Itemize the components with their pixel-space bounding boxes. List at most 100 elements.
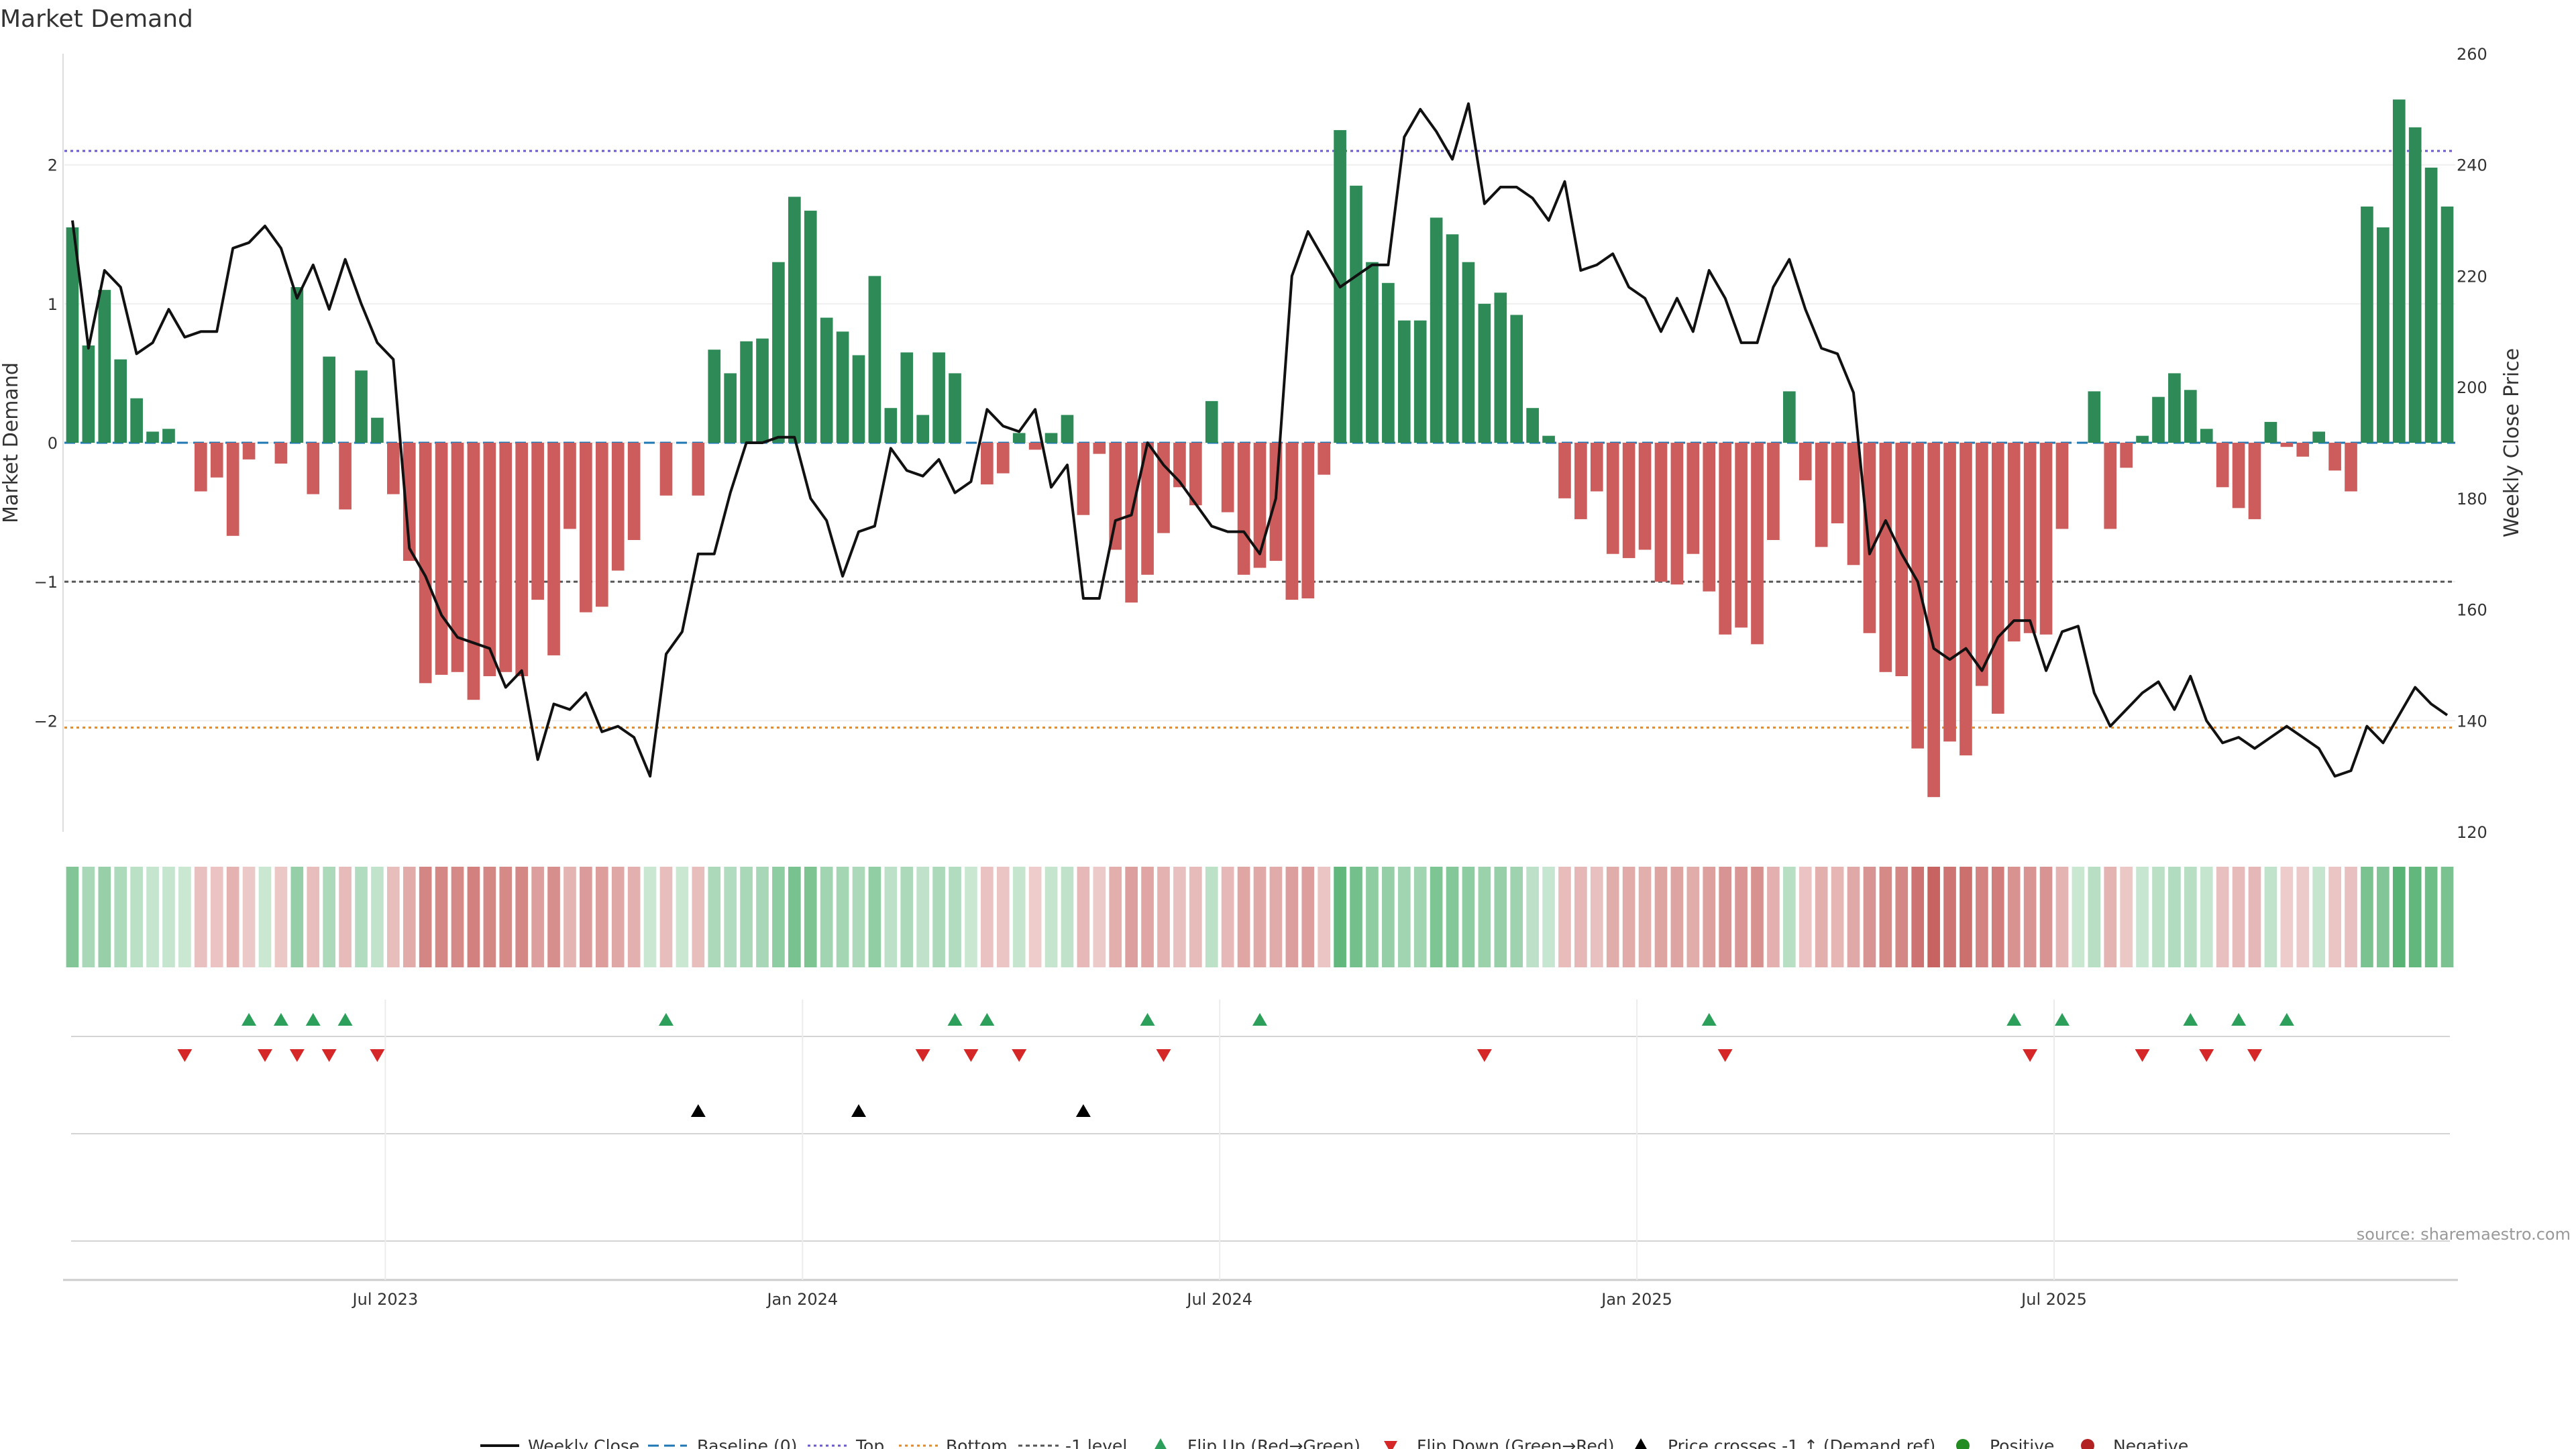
heat-strip-cell [692, 867, 705, 967]
heat-strip-cell [1638, 867, 1652, 967]
demand-bar [66, 227, 79, 443]
demand-bar [772, 262, 785, 443]
heat-strip-cell [242, 867, 256, 967]
heat-strip-cell [916, 867, 930, 967]
heat-strip-cell [772, 867, 785, 967]
right-tick-label: 160 [2457, 601, 2487, 620]
demand-bar [1991, 443, 2004, 714]
heat-strip-cell [2072, 867, 2085, 967]
demand-bar [1397, 320, 1411, 443]
heat-strip-cell [1654, 867, 1668, 967]
heat-strip-cell [949, 867, 961, 967]
heat-strip-cell [564, 867, 576, 967]
demand-bar [1141, 443, 1154, 575]
demand-bar [1638, 443, 1652, 550]
demand-bar [692, 443, 705, 496]
flip-up-marker [2231, 1013, 2247, 1026]
heat-strip-cell [2408, 867, 2422, 967]
flip-down-marker [963, 1049, 979, 1062]
flip-down-marker [321, 1049, 337, 1062]
demand-bar [1927, 443, 1940, 798]
demand-bar [659, 443, 673, 496]
demand-bar [1061, 415, 1074, 443]
demand-bar [1446, 234, 1459, 443]
heat-strip-cell [996, 867, 1010, 967]
demand-bar [595, 443, 608, 607]
heat-strip-cell [2184, 867, 2197, 967]
heat-strip-cell [2136, 867, 2149, 967]
heat-strip-cell [756, 867, 769, 967]
heat-strip-cell [290, 867, 304, 967]
right-tick-label: 260 [2457, 45, 2487, 64]
heat-strip-cell [1125, 867, 1138, 967]
flip-up-marker [2054, 1013, 2070, 1026]
heat-strip-cell [531, 867, 544, 967]
demand-bar [1510, 315, 1523, 443]
demand-bar [1221, 443, 1234, 513]
heat-strip-cell [852, 867, 865, 967]
demand-bar [1751, 443, 1764, 645]
demand-bar [2392, 99, 2406, 443]
axis-ticks: 2 1 0 −1 −2 260 240 220 200 180 160 140 120 Jul 2023 J… [34, 45, 2487, 1309]
heat-strip-cell [1044, 867, 1058, 967]
flip-down-marker [2199, 1049, 2214, 1062]
heat-strip-cell [66, 867, 79, 967]
flip-up-marker [2183, 1013, 2198, 1026]
legend-negative-icon [2081, 1439, 2094, 1449]
demand-bar [355, 370, 368, 443]
heat-strip-cell [1189, 867, 1202, 967]
demand-bar [1125, 443, 1138, 603]
demand-bar [2408, 127, 2422, 443]
demand-bar [226, 443, 239, 536]
demand-heat-strip [66, 867, 2454, 967]
heat-strip-cell [868, 867, 881, 967]
flip-down-marker [1477, 1049, 1492, 1062]
legend-positive-icon [1956, 1439, 1970, 1449]
demand-bar [2232, 443, 2245, 508]
heat-strip-cell [2232, 867, 2245, 967]
heat-strip-cell [258, 867, 272, 967]
demand-bar [1542, 435, 1555, 443]
heat-strip-cell [2328, 867, 2341, 967]
demand-bar [627, 443, 641, 540]
heat-strip-cell [1462, 867, 1475, 967]
heat-strip-cell [483, 867, 496, 967]
heat-strip-cell [580, 867, 592, 967]
legend-minus-one: -1 level [1065, 1436, 1127, 1449]
demand-bar [1301, 443, 1315, 598]
flip-up-marker [979, 1013, 995, 1026]
heat-strip-cell [2152, 867, 2165, 967]
heat-strip-cell [676, 867, 689, 967]
heat-strip-cell [1205, 867, 1218, 967]
flip-down-marker [1717, 1049, 1733, 1062]
demand-bar [1622, 443, 1635, 558]
heat-strip-cell [884, 867, 898, 967]
flip-down-marker [2247, 1049, 2263, 1062]
demand-bar [564, 443, 576, 529]
heat-strip-cell [2280, 867, 2294, 967]
heat-strip-cell [387, 867, 400, 967]
demand-bar [996, 443, 1010, 474]
x-tick-label: Jul 2025 [2020, 1290, 2087, 1309]
heat-strip-cell [2039, 867, 2053, 967]
heat-strip-cell [2055, 867, 2069, 967]
demand-bar [1253, 443, 1267, 568]
demand-bar [708, 350, 721, 443]
legend-flip-up-icon [1155, 1438, 1167, 1449]
demand-bar [2345, 443, 2357, 492]
demand-bar [1173, 443, 1186, 488]
heat-strip-cell [1397, 867, 1411, 967]
heat-strip-cell [708, 867, 721, 967]
left-tick-label: 1 [48, 295, 58, 314]
demand-bar [1350, 185, 1362, 443]
demand-bar [949, 373, 961, 443]
flip-down-marker [1156, 1049, 1171, 1062]
heat-strip-cell [2248, 867, 2261, 967]
legend-negative: Negative [2113, 1436, 2188, 1449]
demand-bar [820, 317, 833, 443]
right-tick-label: 120 [2457, 823, 2487, 842]
heat-strip-cell [1991, 867, 2004, 967]
legend-top: Top [855, 1436, 884, 1449]
demand-bar [1606, 443, 1619, 554]
x-tick-label: Jan 2024 [765, 1290, 838, 1309]
